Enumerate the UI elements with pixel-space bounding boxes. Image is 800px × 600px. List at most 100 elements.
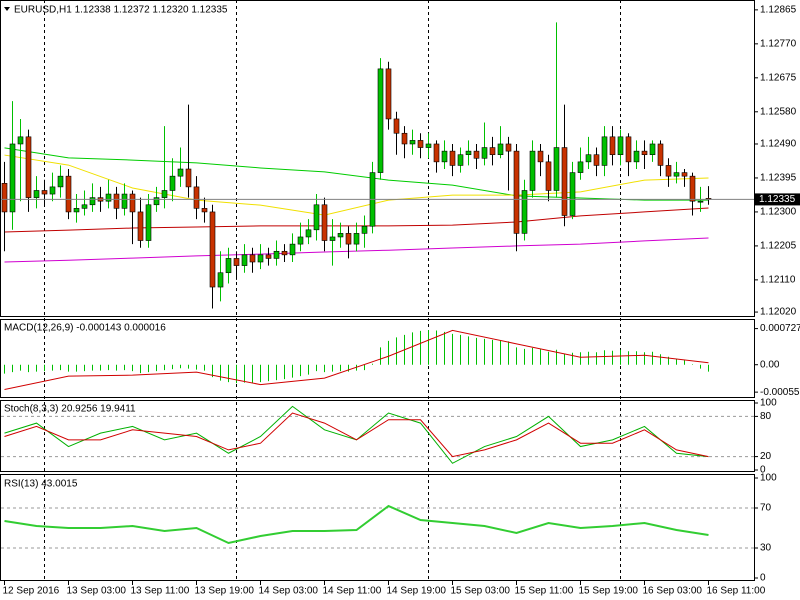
candle-body [537, 150, 544, 163]
y-tick-label: 1.12490 [760, 139, 797, 150]
indicator-line [4, 154, 709, 216]
candle-body [521, 190, 528, 234]
candle-body [89, 197, 96, 206]
y-tick-label: 20 [760, 451, 772, 462]
macd-title: MACD(12,26,9) -0.000143 0.000016 [4, 323, 166, 334]
y-tick-label: 100 [760, 473, 777, 484]
candle-body [409, 140, 416, 145]
price-title: EURUSD,H1 1.12338 1.12372 1.12320 1.1233… [14, 5, 228, 16]
candle-body [593, 154, 600, 166]
x-tick-label: 12 Sep 2016 [3, 586, 60, 597]
y-tick-label: 30 [760, 543, 772, 554]
candle-body [41, 190, 48, 195]
candle-body [689, 175, 696, 202]
y-tick-label: 0 [760, 573, 766, 584]
candle-body [377, 68, 384, 173]
y-tick-label: 1.12300 [760, 207, 797, 218]
candle-body [49, 186, 56, 195]
candle-body [249, 254, 256, 263]
candle-body [129, 193, 136, 213]
candle-body [577, 161, 584, 173]
candle-body [513, 150, 520, 234]
candle-body [313, 204, 320, 231]
candle-body [473, 150, 480, 159]
candle-body [361, 225, 368, 234]
candle-body [353, 233, 360, 245]
candle-body [393, 118, 400, 134]
indicator-line [4, 329, 709, 391]
rsi-title: RSI(13) 43.0015 [4, 479, 78, 490]
y-tick-label: 1.12205 [760, 241, 797, 252]
candle-body [641, 150, 648, 156]
candle-body [1, 183, 8, 213]
candle-body [681, 172, 688, 177]
candle-body [73, 208, 80, 213]
candle-body [489, 147, 496, 156]
x-tick-label: 13 Sep 11:00 [131, 586, 190, 597]
candle-body [601, 136, 608, 166]
last-price-label: 1.12335 [759, 194, 796, 205]
candle-body [553, 147, 560, 191]
candle-body [497, 143, 504, 156]
y-tick-label: 0 [760, 465, 766, 476]
last-price-box [755, 193, 800, 206]
stoch-title: Stoch(8,3,3) 20.9256 19.9411 [4, 404, 136, 415]
indicator-line [4, 504, 709, 545]
candle-body [57, 175, 64, 188]
candle-body [265, 254, 272, 259]
stoch-pane [0, 400, 755, 472]
candle-body [401, 132, 408, 145]
candle-body [257, 254, 264, 263]
y-tick-label: 0.000727 [760, 323, 800, 334]
x-tick-label: 14 Sep 11:00 [323, 586, 382, 597]
candle-body [385, 68, 392, 120]
candle-body [145, 204, 152, 241]
candle-body [273, 250, 280, 259]
candle-body [17, 136, 24, 145]
candle-body [673, 172, 680, 177]
y-tick-label: 1.12770 [760, 38, 797, 49]
candle-body [121, 193, 128, 209]
candle-body [465, 150, 472, 156]
candle-body [177, 168, 184, 177]
candle-body [161, 190, 168, 198]
candle-body [193, 186, 200, 209]
candle-body [561, 147, 568, 216]
x-tick-label: 14 Sep 03:00 [259, 586, 319, 597]
candle-body [425, 143, 432, 148]
candle-body [617, 136, 624, 156]
candle-body [225, 258, 232, 274]
x-tick-label: 13 Sep 03:00 [67, 586, 127, 597]
candle-body [545, 161, 552, 191]
candle-body [441, 150, 448, 163]
candle-body [585, 154, 592, 163]
y-tick-label: 1.12020 [760, 307, 797, 318]
y-tick-label: 1.12580 [760, 106, 797, 117]
x-tick-label: 15 Sep 11:00 [515, 586, 574, 597]
candle-body [33, 190, 40, 198]
indicator-line [4, 412, 709, 458]
day-separators [44, 0, 621, 580]
x-tick-label: 15 Sep 03:00 [451, 586, 511, 597]
x-tick-label: 15 Sep 19:00 [579, 586, 639, 597]
candle-body [609, 136, 616, 156]
candle-body [185, 168, 192, 188]
x-tick-label: 13 Sep 19:00 [195, 586, 255, 597]
candle-body [625, 136, 632, 163]
candle-body [81, 204, 88, 209]
candle-body [209, 211, 216, 288]
rsi-pane [0, 474, 755, 581]
candle-body [281, 250, 288, 256]
candle-body [481, 147, 488, 159]
macd-pane [0, 319, 755, 398]
candle-body [505, 143, 512, 152]
candle-body [633, 150, 640, 163]
menu-arrow[interactable] [4, 7, 10, 11]
indicator-line [4, 405, 709, 464]
candle-body [201, 208, 208, 213]
candle-body [345, 233, 352, 245]
y-tick-label: 70 [760, 503, 772, 514]
candle-body [657, 143, 664, 166]
candle-body [329, 236, 336, 241]
